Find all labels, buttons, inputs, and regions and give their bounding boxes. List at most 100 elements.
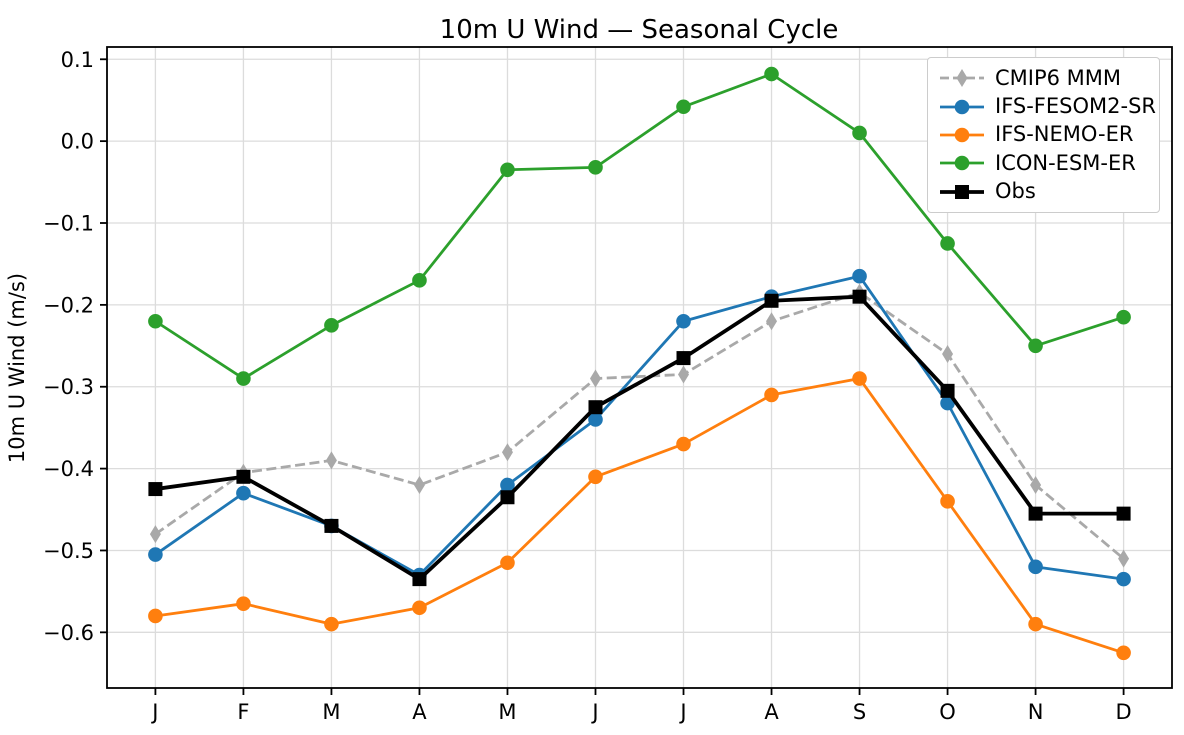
marker-cmip6-mmm [589, 369, 601, 388]
marker-ifs-fesom2-sr [148, 547, 163, 562]
y-tick-label: −0.2 [43, 293, 94, 317]
marker-icon-esm-er [500, 162, 515, 178]
tick-labels: 0.1 0.0 −0.1 −0.2 −0.3 −0.4 −0.5 −0.6 J F M A M J J A S O… [43, 48, 1132, 724]
axes [100, 46, 1173, 695]
axes-frame [106, 46, 1173, 689]
legend-label: ICON-ESM-ER [995, 150, 1136, 175]
series-line-ifs-fesom2-sr [154, 274, 1124, 581]
y-tick-label: −0.4 [43, 457, 94, 481]
marker-cmip6-mmm [1118, 549, 1130, 568]
marker-ifs-fesom2-sr [852, 268, 867, 284]
marker-icon-esm-er [852, 125, 867, 141]
marker-ifs-fesom2-sr [500, 477, 515, 493]
marker-ifs-nemo-er [500, 555, 515, 571]
legend-label: Obs [995, 179, 1036, 204]
marker-obs [148, 482, 163, 497]
marker-ifs-nemo-er [324, 616, 339, 632]
marker-cmip6-mmm [678, 365, 690, 384]
marker-icon-esm-er [940, 236, 955, 251]
marker-ifs-nemo-er [236, 596, 251, 611]
x-tick-label: M [498, 700, 516, 724]
marker-obs [676, 351, 691, 366]
y-tick-label: 0.0 [61, 130, 94, 154]
marker-ifs-nemo-er [676, 436, 691, 452]
marker-ifs-fesom2-sr [1116, 571, 1131, 587]
series-line-icon-esm-er [154, 72, 1125, 380]
x-tick-label: O [939, 700, 956, 724]
legend: CMIP6 MMM IFS-FESOM2-SR IFS-NEMO-ER ICON-ES… [927, 57, 1160, 213]
marker-obs [236, 469, 251, 484]
legend-item-icon-esm-er: ICON-ESM-ER [938, 149, 1149, 177]
legend-marker-ifs-fesom2-sr [954, 99, 970, 114]
x-tick-label: F [237, 700, 249, 724]
x-tick-label: J [590, 700, 598, 724]
legend-label: IFS-FESOM2-SR [995, 94, 1156, 119]
legend-label: CMIP6 MMM [995, 65, 1122, 90]
y-axis-label: 10m U Wind (m/s) [5, 273, 29, 463]
y-tick-label: −0.3 [43, 375, 94, 399]
x-tick-label: D [1116, 700, 1132, 724]
y-tick-label: −0.5 [43, 539, 94, 563]
marker-obs [1028, 506, 1043, 521]
marker-ifs-nemo-er [764, 387, 779, 403]
marker-obs [588, 400, 603, 415]
series-line-obs [155, 294, 1124, 582]
marker-cmip6-mmm [149, 525, 161, 544]
marker-ifs-nemo-er [1116, 645, 1131, 661]
x-tick-label: A [412, 700, 427, 724]
legend-marker-ifs-nemo-er [954, 127, 970, 143]
marker-ifs-fesom2-sr [1028, 559, 1043, 575]
y-tick-label: −0.6 [43, 621, 94, 645]
legend-item-cmip6-mmm: CMIP6 MMM [938, 64, 1149, 92]
chart-title: 10m U Wind — Seasonal Cycle [440, 15, 839, 45]
legend-item-obs: Obs [938, 178, 1149, 206]
series-line-cmip6-mmm [154, 291, 1125, 560]
marker-cmip6-mmm [942, 344, 954, 363]
marker-obs [764, 293, 779, 308]
legend-sample-obs [940, 184, 984, 199]
legend-marker-cmip6-mmm [956, 69, 968, 88]
marker-icon-esm-er [412, 273, 427, 288]
marker-ifs-fesom2-sr [236, 485, 251, 501]
x-tick-label: A [764, 700, 779, 724]
grid [107, 47, 1172, 688]
x-tick-label: J [678, 700, 686, 724]
x-tick-label: S [853, 700, 866, 724]
marker-ifs-fesom2-sr [588, 412, 603, 427]
marker-cmip6-mmm [766, 312, 778, 331]
marker-ifs-fesom2-sr [940, 395, 955, 411]
series-line-ifs-nemo-er [155, 377, 1125, 655]
y-tick-label: 0.1 [61, 48, 94, 72]
marker-obs [412, 572, 427, 587]
marker-ifs-nemo-er [148, 608, 163, 624]
legend-sample-icon-esm-er [940, 156, 984, 171]
marker-icon-esm-er [148, 313, 163, 329]
legend-marker-obs [955, 184, 969, 199]
series [148, 66, 1131, 661]
marker-icon-esm-er [764, 66, 779, 82]
marker-icon-esm-er [676, 99, 691, 115]
marker-obs [940, 383, 955, 398]
marker-obs [324, 518, 339, 533]
marker-ifs-nemo-er [412, 600, 427, 616]
y-tick-label: −0.1 [43, 212, 94, 236]
legend-sample-ifs-fesom2-sr [940, 99, 984, 114]
x-tick-label: J [150, 700, 158, 724]
legend-sample-ifs-nemo-er [940, 127, 984, 143]
legend-label: IFS-NEMO-ER [995, 122, 1134, 147]
marker-ifs-nemo-er [940, 494, 955, 509]
marker-ifs-fesom2-sr [676, 313, 691, 329]
marker-icon-esm-er [324, 318, 339, 333]
marker-obs [500, 490, 515, 505]
marker-ifs-nemo-er [852, 371, 867, 386]
marker-cmip6-mmm [413, 475, 425, 494]
legend-item-ifs-fesom2-sr: IFS-FESOM2-SR [938, 93, 1156, 121]
marker-obs [1116, 506, 1131, 521]
legend-sample-cmip6-mmm [940, 69, 984, 88]
marker-cmip6-mmm [1030, 475, 1042, 494]
marker-cmip6-mmm [501, 443, 513, 462]
marker-ifs-nemo-er [588, 469, 603, 485]
marker-icon-esm-er [1116, 309, 1131, 325]
